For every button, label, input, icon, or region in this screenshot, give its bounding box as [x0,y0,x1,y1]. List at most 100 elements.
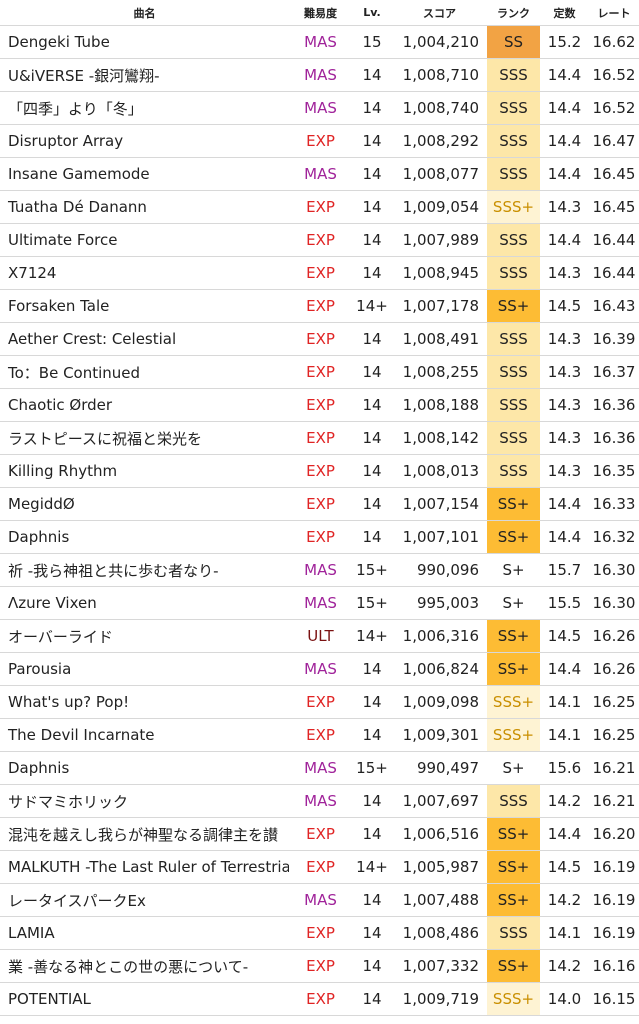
score-value: 990,497 [392,751,487,785]
table-row[interactable]: Killing Rhythm EXP 14 1,008,013 SSS 14.3 16.35 [0,454,639,488]
table-row[interactable]: The Devil Incarnate EXP 14 1,009,301 SSS+ 14.… [0,718,639,752]
header-rank[interactable]: ランク [487,0,540,26]
score-value: 1,004,210 [392,25,487,59]
difficulty-label: EXP [289,487,352,521]
score-value: 995,003 [392,586,487,620]
rank-badge: SSS [487,256,540,290]
rate-value: 16.36 [589,421,639,455]
constant-value: 15.6 [540,751,589,785]
rank-badge: SSS+ [487,685,540,719]
song-title: 祈 -我ら神祖と共に歩む者なり- [0,553,289,587]
table-row[interactable]: サドマミホリック MAS 14 1,007,697 SSS 14.2 16.21 [0,784,639,818]
difficulty-label: EXP [289,916,352,950]
level-value: 15+ [352,586,392,620]
table-row[interactable]: MALKUTH -The Last Ruler of Terrestrial EX… [0,850,639,884]
constant-value: 14.0 [540,982,589,1016]
constant-value: 14.4 [540,652,589,686]
difficulty-label: EXP [289,685,352,719]
header-level[interactable]: Lv. [352,0,392,26]
table-row[interactable]: To：Be Continued EXP 14 1,008,255 SSS 14.3 16.3… [0,355,639,389]
header-score[interactable]: スコア [392,0,487,26]
table-row[interactable]: Disruptor Array EXP 14 1,008,292 SSS 14.4 16.4… [0,124,639,158]
difficulty-label: EXP [289,190,352,224]
difficulty-label: MAS [289,883,352,917]
difficulty-label: EXP [289,520,352,554]
rate-value: 16.35 [589,454,639,488]
level-value: 14 [352,817,392,851]
constant-value: 14.4 [540,91,589,125]
table-row[interactable]: X7124 EXP 14 1,008,945 SSS 14.3 16.44 [0,256,639,290]
song-title: POTENTIAL [0,982,289,1016]
rank-badge: SSS [487,916,540,950]
constant-value: 14.2 [540,784,589,818]
table-row[interactable]: レータイスパークEx MAS 14 1,007,488 SS+ 14.2 16.19 [0,883,639,917]
score-value: 990,096 [392,553,487,587]
table-row[interactable]: Aether Crest: Celestial EXP 14 1,008,491 SSS… [0,322,639,356]
level-value: 14 [352,454,392,488]
table-row[interactable]: Tuatha Dé Danann EXP 14 1,009,054 SSS+ 14.3 16… [0,190,639,224]
header-rate[interactable]: レート [589,0,639,26]
score-value: 1,008,740 [392,91,487,125]
rate-value: 16.25 [589,685,639,719]
level-value: 14 [352,718,392,752]
level-value: 15+ [352,751,392,785]
header-difficulty[interactable]: 難易度 [289,0,352,26]
song-title: U&iVERSE -銀河鸞翔- [0,58,289,92]
table-row[interactable]: What's up? Pop! EXP 14 1,009,098 SSS+ 14.1 16.… [0,685,639,719]
level-value: 14+ [352,289,392,323]
table-row[interactable]: 業 -善なる神とこの世の悪について- EXP 14 1,007,332 SS+ 14.2 1… [0,949,639,983]
rank-badge: SS+ [487,817,540,851]
score-value: 1,006,316 [392,619,487,653]
table-row[interactable]: U&iVERSE -銀河鸞翔- MAS 14 1,008,710 SSS 14.4 16.5… [0,58,639,92]
table-row[interactable]: オーバーライド ULT 14+ 1,006,316 SS+ 14.5 16.26 [0,619,639,653]
rank-badge: S+ [487,751,540,785]
constant-value: 15.7 [540,553,589,587]
score-value: 1,008,188 [392,388,487,422]
song-title: オーバーライド [0,619,289,653]
difficulty-label: EXP [289,949,352,983]
level-value: 14 [352,421,392,455]
song-title: MALKUTH -The Last Ruler of Terrestrial [0,850,289,884]
table-row[interactable]: Daphnis EXP 14 1,007,101 SS+ 14.4 16.32 [0,520,639,554]
song-title: Disruptor Array [0,124,289,158]
table-row[interactable]: Chaotic Ørder EXP 14 1,008,188 SSS 14.3 16.36 [0,388,639,422]
table-row[interactable]: Daphnis MAS 15+ 990,497 S+ 15.6 16.21 [0,751,639,785]
table-row[interactable]: Ultimate Force EXP 14 1,007,989 SSS 14.4 16.44 [0,223,639,257]
constant-value: 14.4 [540,157,589,191]
rate-value: 16.44 [589,256,639,290]
constant-value: 15.5 [540,586,589,620]
table-row[interactable]: 祈 -我ら神祖と共に歩む者なり- MAS 15+ 990,096 S+ 15.7 16.30 [0,553,639,587]
table-row[interactable]: 「四季」より「冬」 MAS 14 1,008,740 SSS 14.4 16.52 [0,91,639,125]
rank-badge: SSS [487,388,540,422]
table-row[interactable]: Insane Gamemode MAS 14 1,008,077 SSS 14.4 16.4… [0,157,639,191]
constant-value: 14.4 [540,124,589,158]
constant-value: 14.1 [540,685,589,719]
constant-value: 14.4 [540,58,589,92]
rank-badge: SS+ [487,652,540,686]
difficulty-label: EXP [289,718,352,752]
table-row[interactable]: Dengeki Tube MAS 15 1,004,210 SS 15.2 16.62 [0,25,639,59]
rank-badge: SS [487,25,540,59]
score-value: 1,009,301 [392,718,487,752]
rate-value: 16.52 [589,58,639,92]
table-row[interactable]: Λzure Vixen MAS 15+ 995,003 S+ 15.5 16.30 [0,586,639,620]
level-value: 14 [352,652,392,686]
song-title: X7124 [0,256,289,290]
header-constant[interactable]: 定数 [540,0,589,26]
table-row[interactable]: LAMIA EXP 14 1,008,486 SSS 14.1 16.19 [0,916,639,950]
table-row[interactable]: POTENTIAL EXP 14 1,009,719 SSS+ 14.0 16.15 [0,982,639,1016]
table-row[interactable]: Forsaken Tale EXP 14+ 1,007,178 SS+ 14.5 16.43 [0,289,639,323]
difficulty-label: MAS [289,784,352,818]
table-row[interactable]: 混沌を越えし我らが神聖なる調律主を讃 EXP 14 1,006,516 SS+ 14.4 1… [0,817,639,851]
constant-value: 14.3 [540,256,589,290]
rate-value: 16.15 [589,982,639,1016]
table-row[interactable]: ラストピースに祝福と栄光を EXP 14 1,008,142 SSS 14.3 16.36 [0,421,639,455]
table-row[interactable]: MegiddØ EXP 14 1,007,154 SS+ 14.4 16.33 [0,487,639,521]
header-title[interactable]: 曲名 [0,0,289,26]
difficulty-label: EXP [289,256,352,290]
table-row[interactable]: Parousia MAS 14 1,006,824 SS+ 14.4 16.26 [0,652,639,686]
score-value: 1,007,178 [392,289,487,323]
song-title: サドマミホリック [0,784,289,818]
difficulty-label: EXP [289,982,352,1016]
constant-value: 14.2 [540,949,589,983]
